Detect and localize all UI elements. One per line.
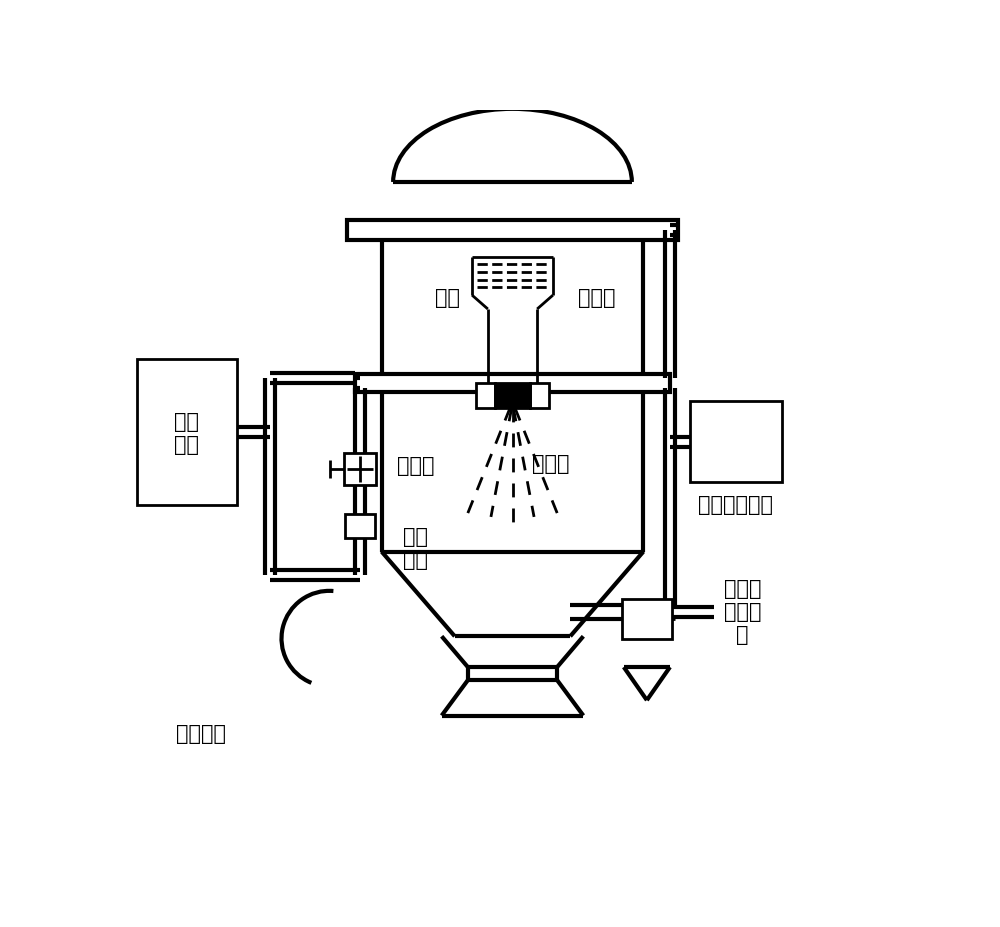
Bar: [137, 360, 237, 506]
Text: 冷却系统: 冷却系统: [176, 723, 226, 743]
Text: 高压
气源: 高压 气源: [403, 527, 428, 570]
Text: 自动控制系统: 自动控制系统: [698, 494, 773, 514]
Text: 调节阀: 调节阀: [397, 456, 434, 476]
Bar: [344, 453, 376, 486]
Bar: [495, 384, 530, 408]
Bar: [476, 384, 495, 408]
Text: 坤埚: 坤埚: [435, 288, 460, 308]
Bar: [347, 222, 678, 240]
Text: 燕炼室: 燕炼室: [578, 288, 616, 308]
Text: 旋风机
分离系
统: 旋风机 分离系 统: [724, 578, 761, 644]
Text: 真空
系统: 真空 系统: [174, 412, 199, 454]
Bar: [622, 599, 672, 639]
Bar: [355, 375, 670, 393]
Bar: [345, 514, 375, 539]
Bar: [530, 384, 549, 408]
Text: 雾化室: 雾化室: [532, 453, 570, 474]
Bar: [690, 402, 782, 483]
